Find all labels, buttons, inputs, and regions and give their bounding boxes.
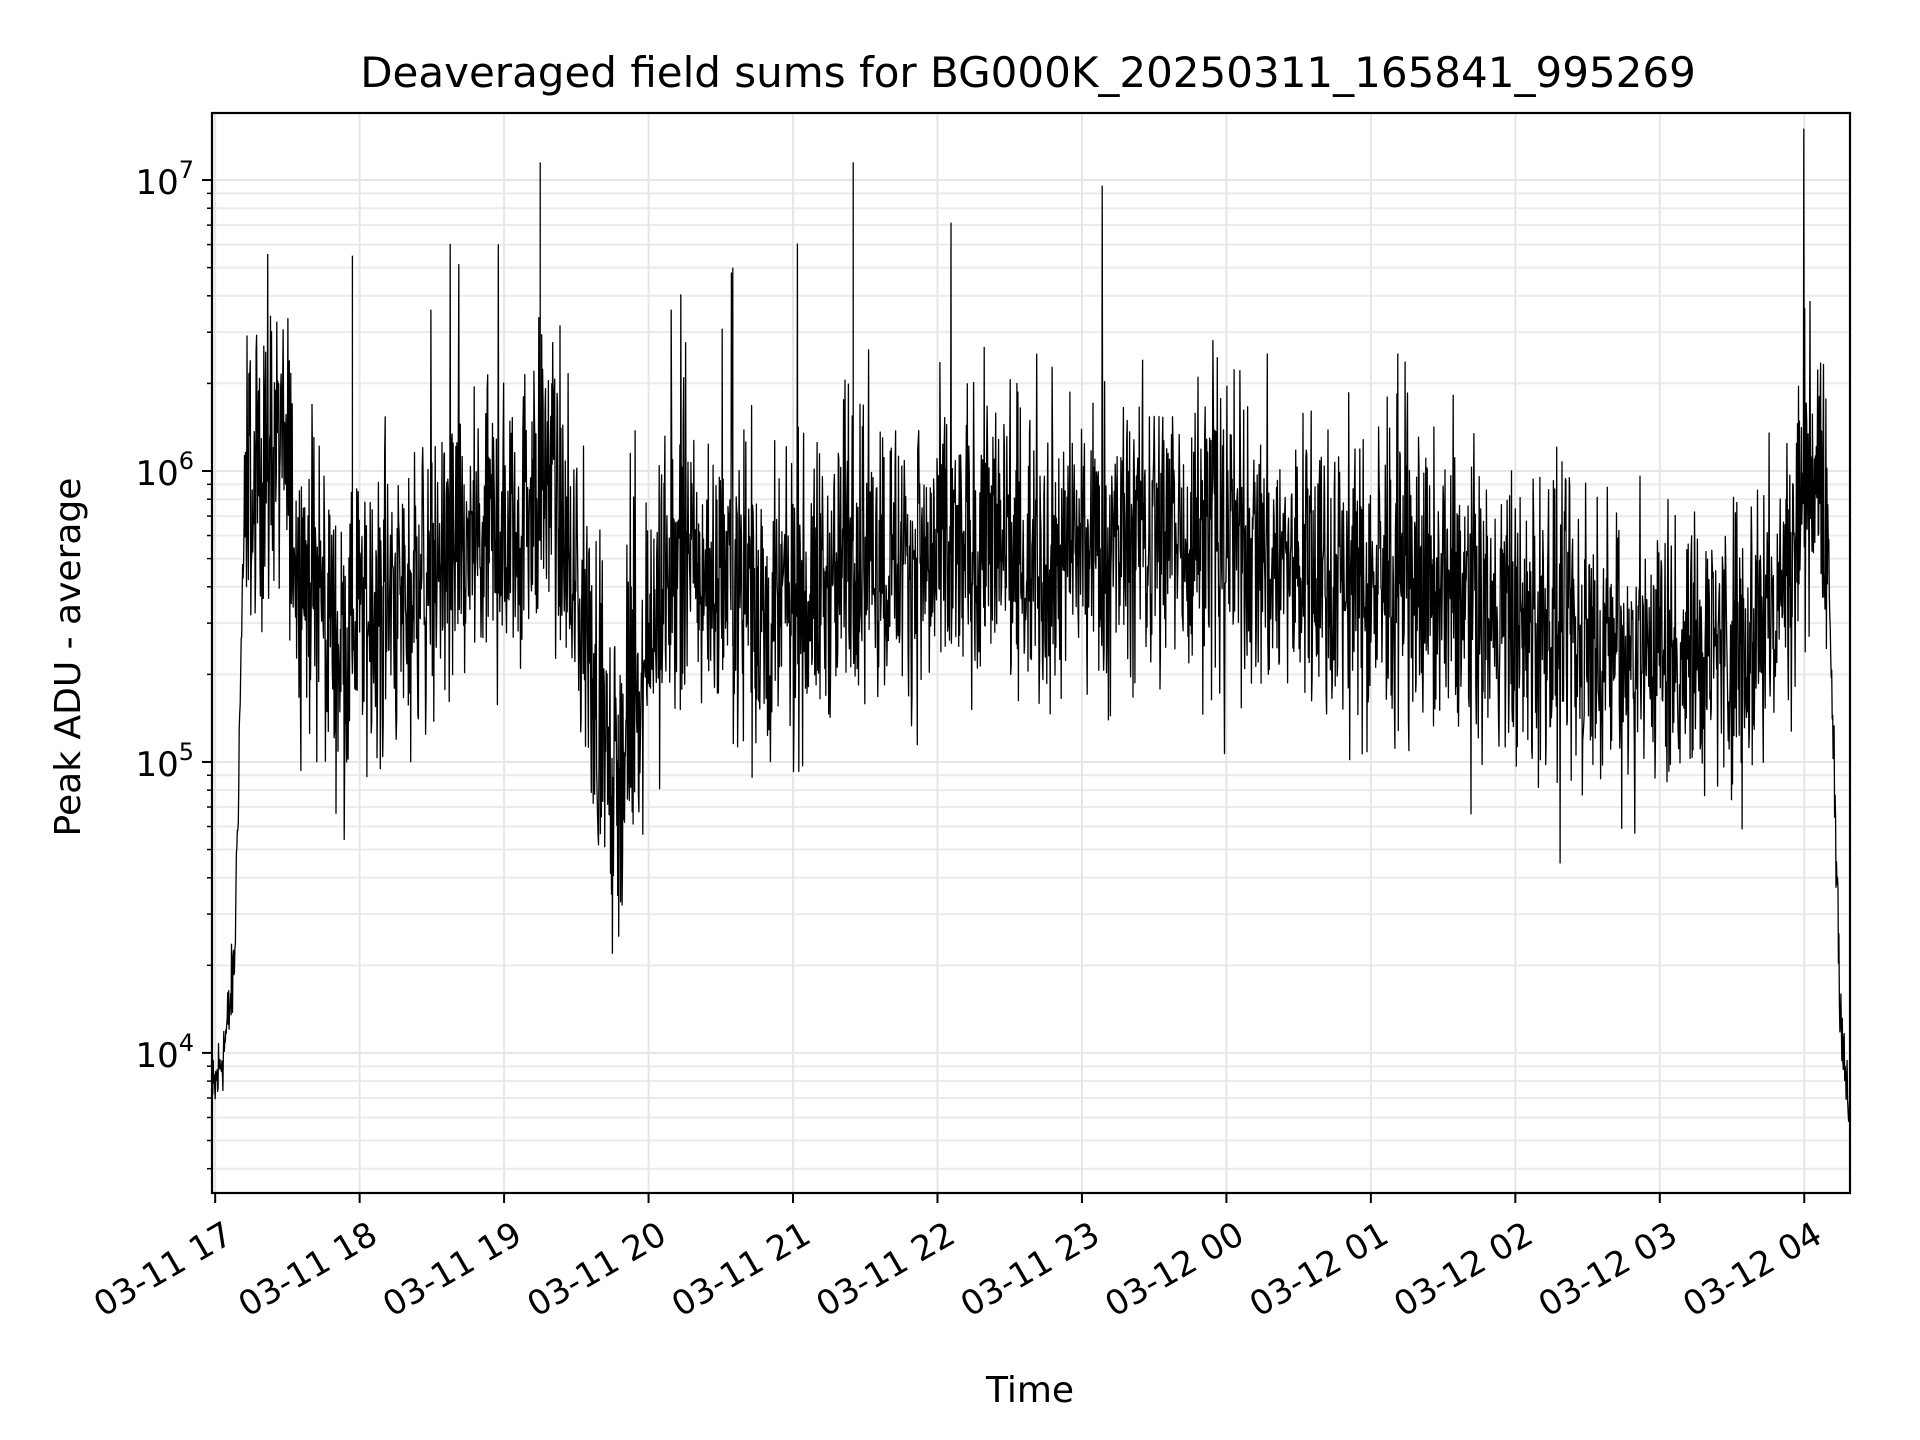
y-tick-label: 104 <box>135 1029 194 1076</box>
x-axis-label: Time <box>985 1370 1074 1411</box>
plot-frame <box>210 111 1852 1195</box>
grid <box>212 113 1850 1193</box>
y-axis-label: Peak ADU - average <box>48 478 89 837</box>
y-tick-label: 105 <box>135 738 194 785</box>
plot-area <box>212 128 1851 1155</box>
y-tick-label: 106 <box>135 447 194 494</box>
chart-title: Deaveraged field sums for BG000K_2025031… <box>360 48 1696 97</box>
series-line <box>212 128 1851 1155</box>
y-tick-label: 107 <box>135 156 194 203</box>
